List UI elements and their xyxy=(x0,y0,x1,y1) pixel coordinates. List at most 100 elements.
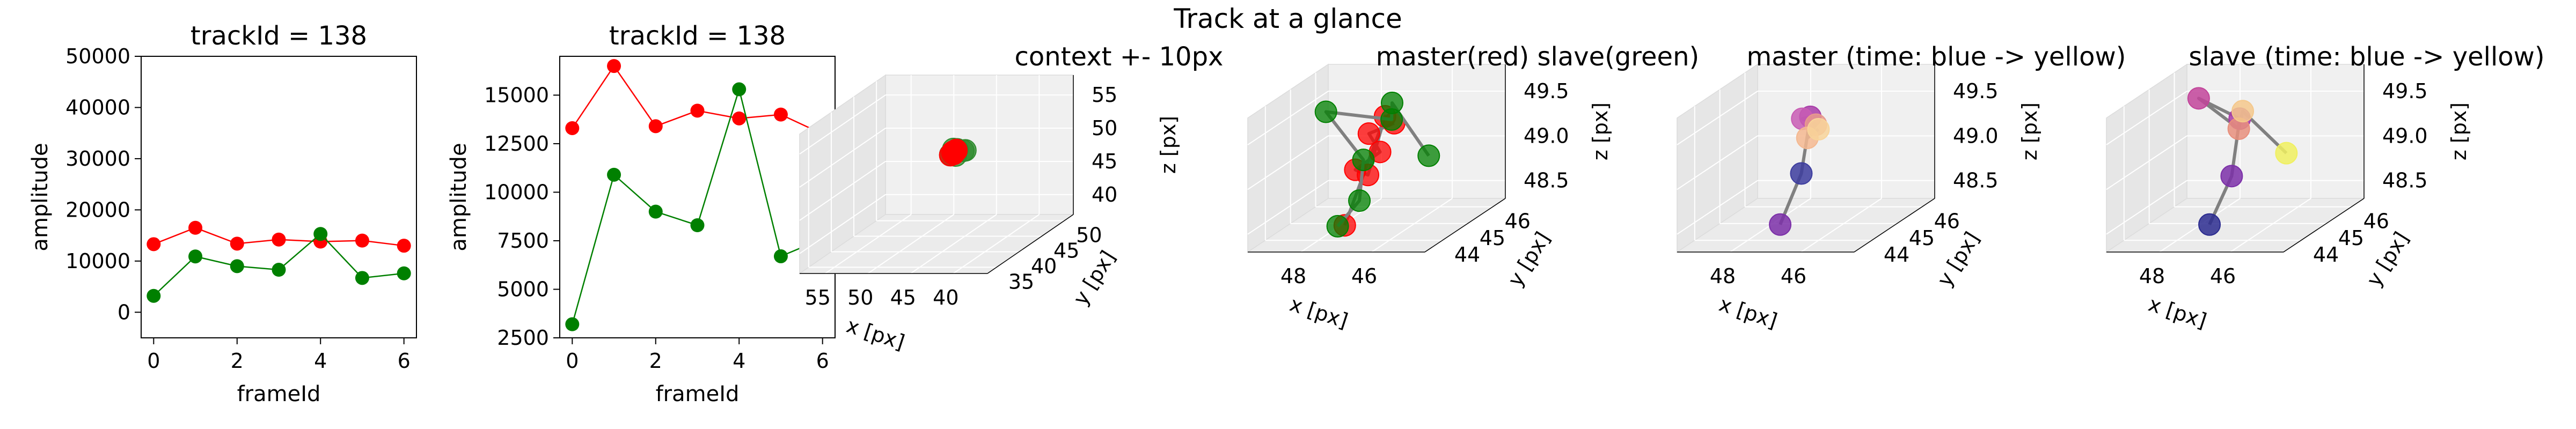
chart2-series2-point xyxy=(565,317,580,331)
chart3-y-axis-line xyxy=(987,214,1074,274)
chart5-y-tick-label: 45 xyxy=(1909,226,1935,250)
chart5-z-tick-label: 48.5 xyxy=(1953,169,1999,193)
chart2-y-tick-label: 10000 xyxy=(484,180,549,204)
chart2-series2-point xyxy=(732,82,747,97)
chart3-title: context +- 10px xyxy=(1015,42,1224,72)
chart6-x-axis-label: x [px] xyxy=(2146,292,2209,333)
chart1-y-tick-label: 20000 xyxy=(65,198,130,221)
chart1-y-tick-label: 40000 xyxy=(65,95,130,119)
chart6-y-tick-label: 44 xyxy=(2313,243,2339,267)
chart2-series1-point xyxy=(773,107,788,122)
chart2-x-tick-label: 0 xyxy=(566,349,579,373)
chart3-z-tick-label: 40 xyxy=(1092,183,1117,206)
chart1-series2-point xyxy=(188,249,203,264)
chart4-series2-point xyxy=(1326,214,1349,238)
chart4-z-tick-label: 48.5 xyxy=(1524,169,1569,193)
chart6-x-tick-label: 46 xyxy=(2210,264,2236,288)
chart6-grid-line xyxy=(2106,180,2187,235)
chart6-z-axis-label: z [px] xyxy=(2447,102,2471,160)
chart6-point xyxy=(2231,100,2255,123)
chart3-z-tick-label: 55 xyxy=(1092,83,1117,107)
chart2-series2-point xyxy=(690,218,705,232)
chart2-series1-point xyxy=(607,59,621,73)
chart6-grid-line xyxy=(2230,198,2311,253)
chart5-point xyxy=(1807,118,1830,141)
chart2-plot-frame xyxy=(559,56,836,338)
chart3-y-tick-label: 45 xyxy=(1053,239,1079,263)
chart6-grid-line xyxy=(2106,135,2187,190)
chart4-z-axis-label: z [px] xyxy=(1589,102,1612,160)
chart5-back-pane xyxy=(1757,64,1935,199)
chart2-series2-point xyxy=(773,249,788,263)
chart6-point xyxy=(2220,165,2243,188)
chart5-z-tick-label: 49.0 xyxy=(1953,124,1999,147)
chart4-y-tick-label: 45 xyxy=(1480,226,1505,250)
chart4-grid-line xyxy=(1247,180,1329,235)
chart1-y-tick-label: 50000 xyxy=(65,45,130,68)
chart1-series1-point xyxy=(147,237,161,252)
chart1-series1-point xyxy=(272,232,286,247)
chart4-y-tick-label: 46 xyxy=(1505,210,1531,233)
chart2-x-tick-label: 2 xyxy=(649,349,662,373)
chart6-point xyxy=(2187,87,2210,110)
chart6-z-tick-label: 49.5 xyxy=(2382,79,2428,103)
chart1-series2-point xyxy=(355,271,369,285)
chart3-grid-line xyxy=(867,214,954,274)
chart3-y-tick-label: 50 xyxy=(1076,224,1102,247)
chart1-series2-point xyxy=(230,259,244,273)
chart6-title: slave (time: blue -> yellow) xyxy=(2189,42,2544,72)
chart4-grid-line xyxy=(1371,198,1453,253)
chart3-grid-line xyxy=(799,94,886,154)
chart3-y-tick-label: 40 xyxy=(1031,254,1057,278)
chart3-grid-line xyxy=(799,161,886,221)
chart5-grid-line xyxy=(1677,180,1758,235)
chart5-y-axis-label: y [px] xyxy=(1933,227,1984,290)
chart3-grid-line xyxy=(799,194,886,254)
chart4-x-tick-label: 48 xyxy=(1280,264,1306,288)
chart6-point xyxy=(2198,213,2221,236)
chart4-z-tick-label: 49.5 xyxy=(1524,79,1569,103)
chart6-y-axis-label: y [px] xyxy=(2362,227,2413,290)
chart2-y-axis-label: amplitude xyxy=(447,143,471,251)
chart5-grid-line xyxy=(1677,91,1758,145)
chart5-point xyxy=(1769,213,1792,236)
chart3-back-pane xyxy=(885,75,1074,215)
chart3-grid-line xyxy=(799,128,886,188)
chart5-x-tick-label: 46 xyxy=(1781,264,1806,288)
chart1-series1-point xyxy=(397,239,411,253)
chart4-series1-point xyxy=(1357,122,1380,145)
chart2-y-tick-label: 2500 xyxy=(497,326,549,350)
chart4-x-tick-label: 46 xyxy=(1351,264,1377,288)
chart2-y-tick-label: 7500 xyxy=(497,229,549,253)
chart1-y-axis-label: amplitude xyxy=(28,143,53,251)
chart2-series1-point xyxy=(565,121,580,135)
chart1-series2-point xyxy=(147,289,161,303)
chart1-y-tick-label: 0 xyxy=(118,300,130,324)
chart2-series1-point xyxy=(648,119,663,134)
chart5-y-tick-label: 46 xyxy=(1934,210,1960,233)
chart1-x-tick-label: 6 xyxy=(398,349,411,373)
chart4-x-axis-label: x [px] xyxy=(1287,292,1351,333)
chart5-y-axis-line xyxy=(1854,198,1935,253)
chart2-series2-point xyxy=(648,204,663,219)
chart1-y-tick-label: 10000 xyxy=(65,249,130,273)
chart1-series1-point xyxy=(355,233,369,248)
chart5-z-tick-label: 49.5 xyxy=(1953,79,1999,103)
figure-suptitle: Track at a glance xyxy=(1173,3,1402,34)
chart4-y-axis-line xyxy=(1424,198,1506,253)
chart4-grid-line xyxy=(1247,91,1329,145)
chart3-z-tick-label: 50 xyxy=(1092,116,1117,140)
chart3-x-tick-label: 45 xyxy=(890,286,916,309)
chart6-back-pane xyxy=(2186,64,2365,199)
chart3-x-tick-label: 55 xyxy=(805,286,831,309)
chart1-series2-point xyxy=(313,227,328,241)
chart4-series2-point xyxy=(1314,100,1337,123)
chart1-plot-frame xyxy=(141,56,417,338)
chart5-point xyxy=(1790,162,1813,185)
chart1-x-tick-label: 0 xyxy=(147,349,160,373)
chart2-y-tick-label: 5000 xyxy=(497,277,549,301)
chart2-title: trackId = 138 xyxy=(609,21,786,51)
chart3-grid-line xyxy=(953,214,1040,274)
